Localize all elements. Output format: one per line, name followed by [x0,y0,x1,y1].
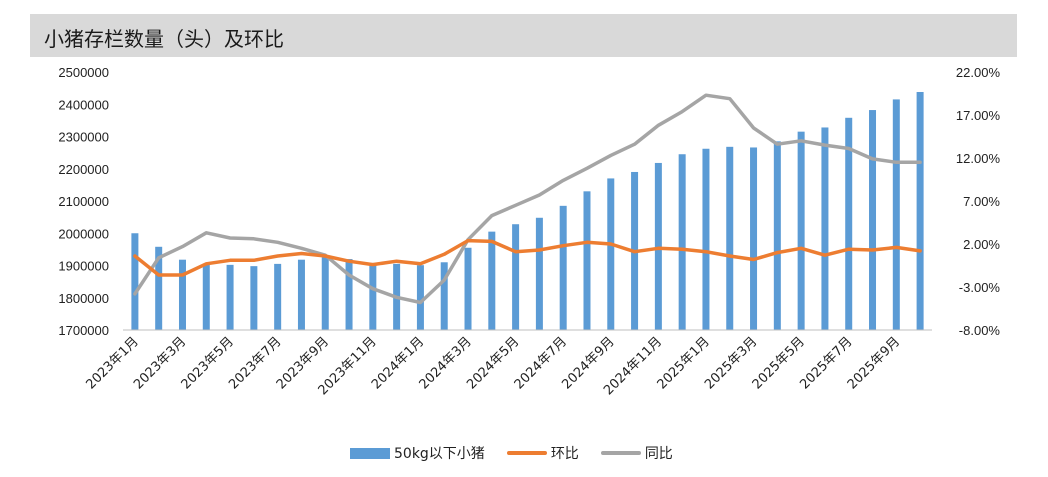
legend-swatch-bar [350,447,390,459]
left-tick-label: 1900000 [58,259,109,274]
left-axis-ticks: 1700000 1800000 1900000 2000000 2100000 22000… [58,65,109,338]
chart-title: 小猪存栏数量（头）及环比 [44,27,284,51]
legend-item-mom: 环比 [506,443,579,463]
bar [369,262,377,330]
left-tick-label: 2200000 [58,162,109,177]
bar [773,141,781,330]
x-axis-ticks: 2023年1月2023年3月2023年5月2023年7月2023年9月2023年… [83,334,903,398]
bar [654,162,662,330]
bar [440,262,448,330]
legend-item-yoy: 同比 [600,443,673,463]
bar [559,205,567,330]
bar [821,127,829,330]
bar [892,99,900,330]
left-tick-label: 1700000 [58,323,109,338]
title-bar: 小猪存栏数量（头）及环比 [30,14,1017,57]
bar-series-piglets [131,91,924,331]
bar [512,224,520,330]
bar [178,259,186,330]
right-tick-label: -3.00% [959,280,1001,295]
bar [916,91,924,331]
right-tick-label: 7.00% [963,194,1000,209]
right-axis-ticks: -8.00% -3.00% 2.00% 7.00% 12.00% 17.00% 22.00% [956,65,1001,338]
bar [607,178,615,330]
bar [797,131,805,330]
bar [416,265,424,330]
left-tick-label: 2500000 [58,65,109,80]
bar [726,146,734,330]
bar [321,257,329,330]
right-tick-label: 12.00% [956,151,1001,166]
bar [155,246,163,330]
legend: 50kg以下小猪 环比 同比 [350,443,695,463]
bar [345,259,353,330]
right-tick-label: -8.00% [959,323,1001,338]
legend-swatch-yoy [600,451,641,455]
right-tick-label: 2.00% [963,237,1000,252]
bar [488,231,496,330]
left-tick-label: 2300000 [58,130,109,145]
right-tick-label: 22.00% [956,65,1001,80]
bar [131,233,139,330]
bar [845,117,853,330]
left-tick-label: 1800000 [58,291,109,306]
bar [250,266,258,330]
bar [297,259,305,330]
right-tick-label: 17.00% [956,108,1001,123]
legend-swatch-mom [506,451,547,455]
left-tick-label: 2100000 [58,194,109,209]
legend-label-mom: 环比 [550,446,579,462]
line-series-yoy [133,93,922,305]
bar [202,263,210,330]
bar [535,217,543,330]
line-series-mom [133,238,922,277]
bar [678,154,686,330]
bar [226,264,234,330]
bar [464,247,472,330]
bar [750,147,758,330]
legend-label-yoy: 同比 [644,446,673,462]
bar [869,110,877,331]
legend-label-piglets: 50kg以下小猪 [394,446,485,462]
bar [274,263,282,330]
left-tick-label: 2400000 [58,97,109,112]
bar [583,191,591,330]
legend-item-piglets: 50kg以下小猪 [350,443,485,463]
left-tick-label: 2000000 [58,226,109,241]
bar [702,148,710,330]
